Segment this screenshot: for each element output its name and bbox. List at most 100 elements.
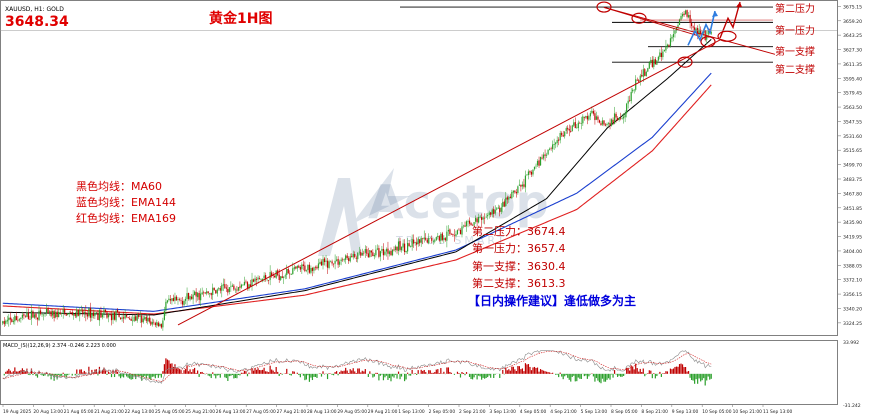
time-tick-label: 10 Sep 05:00 — [702, 409, 732, 415]
candle-body — [225, 287, 227, 289]
candle-body — [331, 261, 333, 264]
candle-body — [342, 259, 344, 261]
candle-body — [414, 242, 416, 243]
candle-body — [71, 312, 73, 316]
candle-body — [633, 89, 635, 91]
candle-body — [491, 209, 493, 215]
candle-body — [502, 202, 504, 207]
main-panel-frame — [0, 0, 838, 336]
candle-body — [289, 273, 291, 275]
candle-body — [449, 229, 451, 235]
candle-body — [698, 29, 700, 35]
time-tick-label: 19 Aug 2025 — [3, 409, 31, 415]
price-tick-label: 3467.80 — [843, 191, 862, 197]
candle-body — [23, 314, 25, 316]
candle-body — [281, 276, 283, 279]
price-tick-label: 3627.30 — [843, 48, 862, 54]
candle-body — [55, 311, 57, 318]
candle-body — [697, 28, 699, 35]
candle-body — [657, 56, 659, 61]
candle-body — [165, 301, 167, 311]
candle-body — [450, 234, 453, 235]
time-tick-label: 8 Sep 05:00 — [611, 409, 638, 415]
candle-body — [550, 148, 552, 149]
candle-body — [387, 248, 389, 254]
candle-body — [77, 309, 79, 316]
candle-body — [438, 236, 440, 241]
candle-body — [159, 323, 161, 327]
candle-body — [320, 261, 323, 266]
candle-body — [198, 293, 200, 300]
candle-body — [322, 258, 324, 266]
candle-body — [166, 300, 169, 303]
time-tick-label: 3 Sep 13:00 — [489, 409, 516, 415]
candle-body — [109, 314, 111, 315]
candle-body — [616, 118, 619, 120]
candle-body — [598, 120, 601, 123]
candle-body — [130, 318, 132, 321]
candle-body — [242, 284, 244, 286]
candle-body — [21, 314, 23, 318]
candle-body — [18, 319, 20, 321]
candle-body — [459, 229, 462, 235]
candle-body — [407, 242, 409, 252]
candle-body — [53, 310, 55, 319]
candle-body — [271, 272, 273, 276]
time-tick-label: 2 Sep 21:00 — [459, 409, 486, 415]
candle-body — [236, 289, 238, 291]
candle-body — [354, 254, 356, 258]
candle-body — [298, 265, 300, 268]
ema169-line — [2, 84, 712, 315]
candle-body — [252, 279, 255, 282]
candle-body — [268, 280, 270, 281]
candle-body — [369, 250, 371, 258]
candle-body — [610, 119, 613, 126]
candle-body — [82, 309, 84, 314]
candle-body — [573, 122, 575, 126]
candle-body — [363, 252, 365, 254]
trading-advice: 【日内操作建议】逢低做多为主 — [468, 293, 636, 308]
candle-body — [86, 314, 88, 317]
price-tick-label: 3435.90 — [843, 220, 862, 226]
candle-body — [222, 284, 224, 286]
info-support-2: 第二支撑：3613.3 — [472, 276, 566, 290]
candle-body — [594, 113, 596, 121]
candle-body — [183, 300, 185, 306]
candle-body — [391, 249, 394, 256]
candle-body — [512, 190, 514, 193]
candle-body — [382, 248, 385, 256]
candle-body — [121, 317, 123, 319]
candle-body — [150, 321, 152, 325]
candle-body — [410, 246, 412, 247]
candle-body — [654, 59, 656, 65]
candle-body — [175, 296, 178, 301]
candle-body — [650, 59, 652, 63]
candle-body — [206, 291, 208, 294]
time-tick-label: 9 Sep 13:00 — [672, 409, 699, 415]
candle-body — [478, 217, 480, 223]
candle-body — [677, 25, 679, 28]
candle-body — [94, 312, 96, 317]
candle-body — [355, 257, 357, 259]
candle-body — [648, 62, 650, 69]
candle-body — [710, 32, 712, 34]
candle-body — [589, 113, 591, 117]
candle-body — [416, 242, 418, 245]
candle-body — [435, 237, 437, 241]
candle-body — [292, 268, 294, 275]
candle-body — [132, 320, 134, 322]
candle-body — [511, 192, 513, 199]
candle-body — [455, 234, 457, 237]
candle-body — [129, 318, 131, 320]
marker-circle-s1 — [700, 36, 716, 48]
candle-body — [538, 160, 540, 166]
candle-body — [116, 309, 119, 312]
candle-body — [192, 294, 194, 300]
candle-body — [239, 286, 241, 288]
candle-body — [311, 268, 314, 271]
candle-body — [20, 317, 22, 320]
candle-body — [444, 238, 446, 241]
legend-ma60: 黑色均线：MA60 — [76, 179, 162, 193]
candle-body — [65, 313, 67, 316]
candle-body — [493, 209, 495, 214]
